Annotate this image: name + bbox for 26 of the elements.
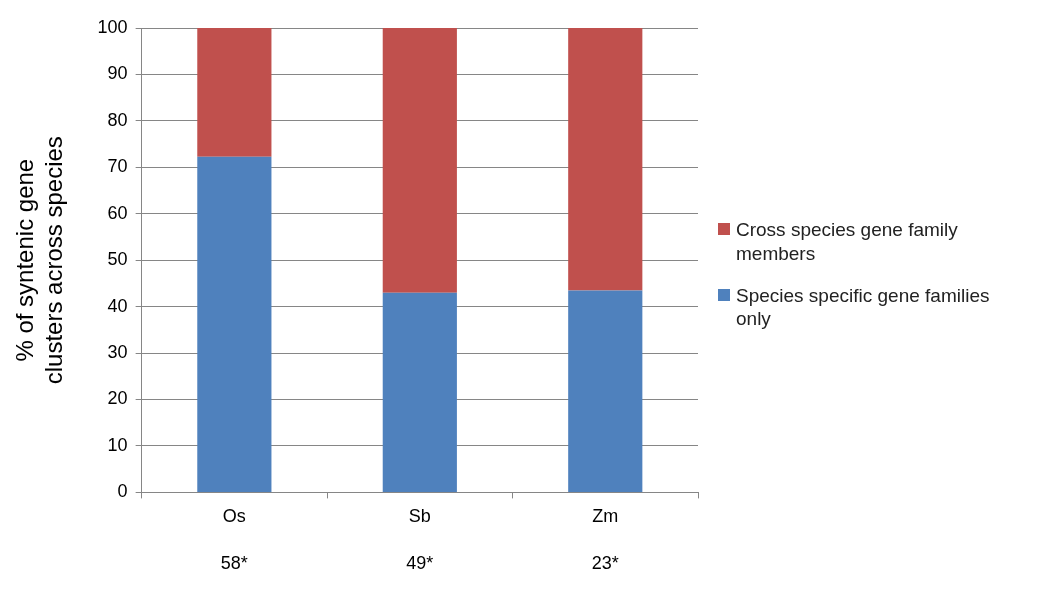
y-tick-label: 70 <box>107 156 128 177</box>
x-tick-label: Zm <box>592 506 619 527</box>
bar <box>382 28 457 293</box>
y-tick-label: 90 <box>107 63 128 84</box>
bar <box>197 156 272 492</box>
text: 23* <box>591 552 619 573</box>
bar <box>568 28 643 291</box>
legend-label: Cross species gene family members <box>736 218 959 266</box>
bar <box>382 292 457 492</box>
y-axis-title: % of syntenic gene clusters across species <box>11 136 67 385</box>
y-tick-label: 60 <box>107 202 128 223</box>
y-tick-label: 10 <box>107 434 128 455</box>
y-tick-label: 40 <box>107 295 128 316</box>
bar <box>197 28 272 157</box>
text: 49* <box>406 552 434 573</box>
legend-label: Species specific gene families only <box>736 283 991 331</box>
x-tick-label: Sb <box>408 506 431 527</box>
y-tick-label: 50 <box>107 249 128 270</box>
bar <box>568 290 643 492</box>
y-tick-label: 0 <box>117 481 128 502</box>
y-tick-label: 30 <box>107 342 128 363</box>
y-tick-label: 20 <box>107 388 128 409</box>
y-tick-label: 100 <box>97 16 128 37</box>
x-tick-label: Os <box>222 506 246 527</box>
text: 58* <box>220 552 248 573</box>
y-tick-label: 80 <box>107 109 128 130</box>
